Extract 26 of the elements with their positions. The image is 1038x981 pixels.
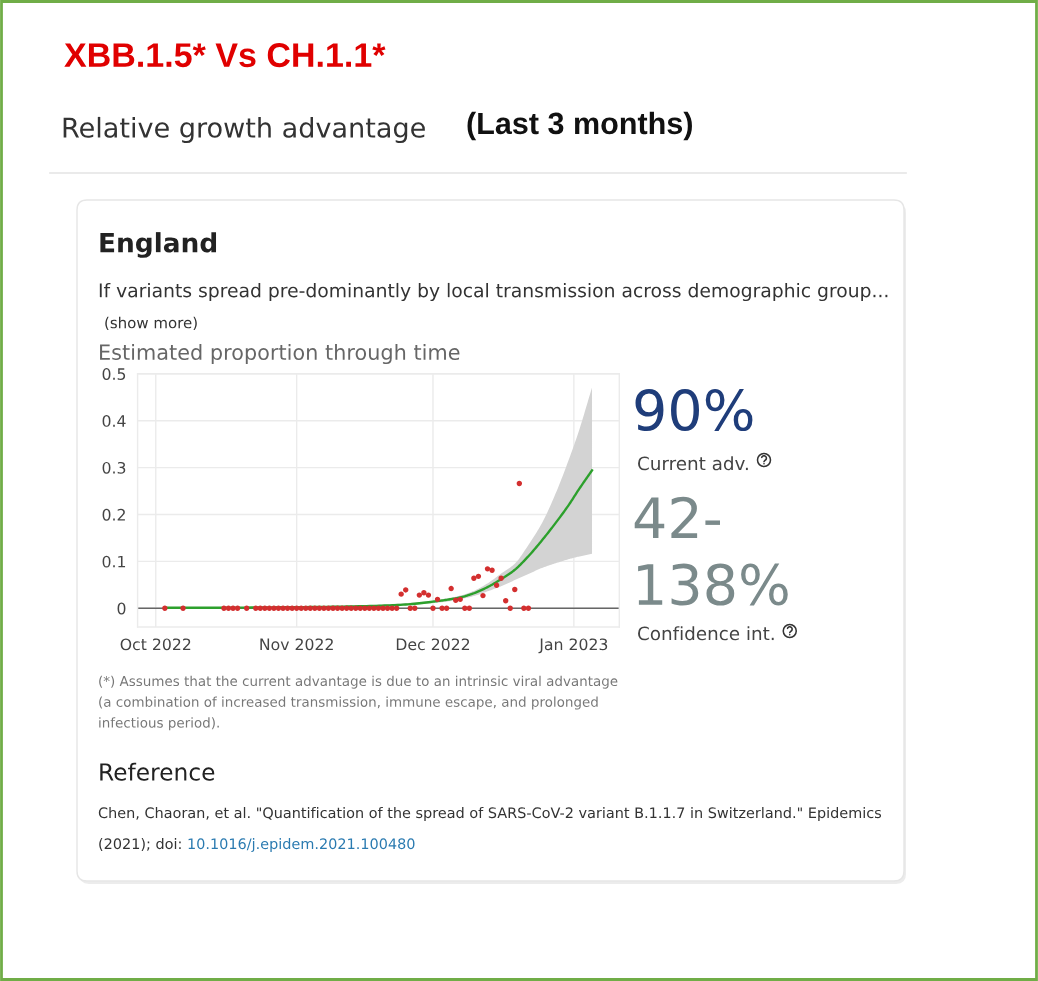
chart-subtitle: Relative growth advantage bbox=[63, 116, 425, 144]
text: Reference bbox=[100, 762, 215, 781]
y-tick-label: 0.2 bbox=[102, 508, 125, 521]
y-tick-label: 0.3 bbox=[102, 461, 126, 474]
text: Chen, Chaoran, et al. "Quantification of the spread of SARS-CoV-2 variant B.1.1.7 in Switzerland." Epidemics bbox=[98, 807, 882, 821]
text: 90% bbox=[635, 389, 753, 432]
y-tick-label: 0.4 bbox=[102, 415, 126, 427]
text: Confidence int. bbox=[638, 626, 774, 641]
text: 10.1016/j.epidem.2021.100480 bbox=[188, 838, 415, 852]
text: (*) Assumes that the current advantage is due to an intrinsic viral advantage (a combination of increased transmission, immune escape, and prolonged infectious period). bbox=[99, 675, 618, 731]
text: 42- 138% bbox=[634, 496, 788, 606]
text: Current adv. bbox=[638, 456, 748, 471]
x-tick-label: Jan 2023 bbox=[538, 638, 608, 654]
text: (show more) bbox=[105, 316, 197, 331]
y-tick-label: 0 bbox=[117, 602, 126, 615]
text: Estimated proportion through time bbox=[100, 343, 460, 365]
text: (Last 3 months) bbox=[467, 111, 692, 141]
y-tick-label: 0.1 bbox=[102, 555, 126, 568]
text: If variants spread pre-dominantly by local transmission across demographic group... bbox=[99, 282, 888, 302]
x-tick-label: Nov 2022 bbox=[260, 638, 333, 651]
x-tick-label: Oct 2022 bbox=[120, 638, 191, 651]
text: (2021); doi: bbox=[99, 838, 181, 851]
chart-title: XBB.1.5* Vs CH.1.1* bbox=[64, 43, 386, 68]
text: England bbox=[100, 232, 217, 258]
y-tick-label: 0.5 bbox=[102, 368, 126, 380]
x-tick-label: Dec 2022 bbox=[396, 638, 470, 651]
